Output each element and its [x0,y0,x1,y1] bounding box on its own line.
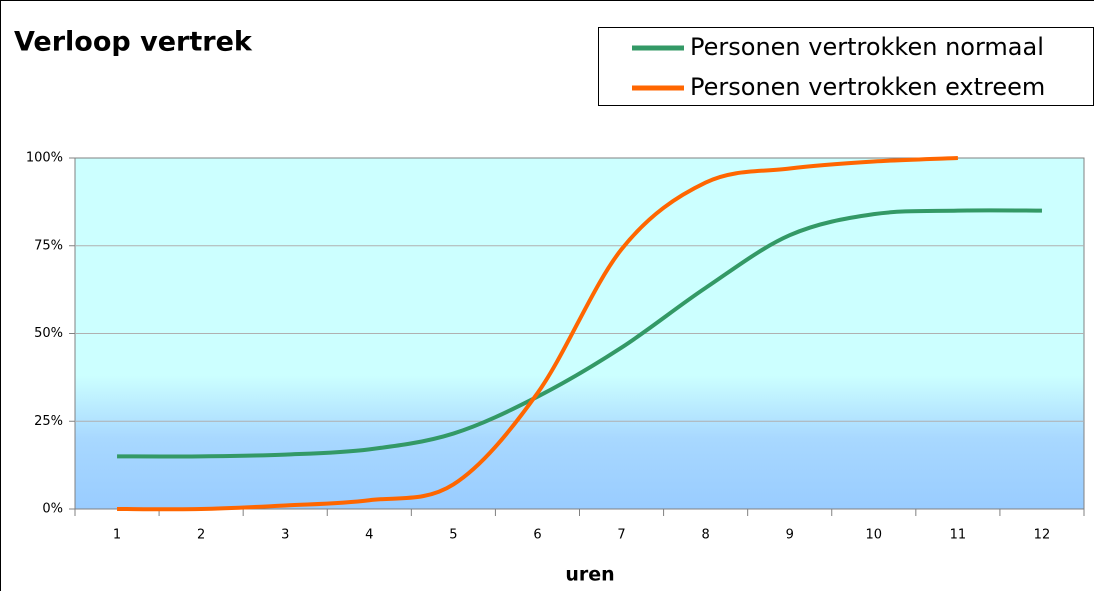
x-tick-label: 2 [197,528,205,543]
x-tick-label: 6 [533,528,541,543]
x-tick-label: 11 [950,528,967,543]
series-line [117,208,1042,459]
y-tick-label: 25% [34,414,63,429]
legend-label: Personen vertrokken extreem [690,73,1045,101]
x-tick-label: 9 [786,528,794,543]
y-tick-label: 75% [34,238,63,253]
x-tick-label: 4 [365,528,373,543]
x-tick-label: 8 [701,528,709,543]
x-tick-label: 1 [113,528,121,543]
y-tick-label: 0% [42,502,63,517]
chart-title: Verloop vertrek [14,27,253,58]
x-tick-label: 10 [866,528,883,543]
x-tick-label: 12 [1034,528,1051,543]
x-tick-label: 3 [281,528,289,543]
y-tick-label: 100% [26,151,63,166]
legend-label: Personen vertrokken normaal [690,33,1044,61]
x-tick-label: 5 [449,528,457,543]
legend [598,27,1094,106]
series-line [117,156,958,512]
x-axis-label: uren [565,564,614,586]
y-tick-label: 50% [34,326,63,341]
x-tick-label: 7 [617,528,625,543]
